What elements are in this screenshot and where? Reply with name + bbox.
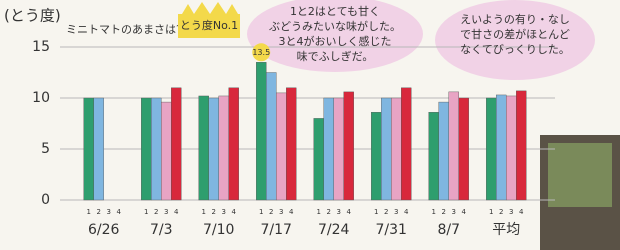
legend-label: 2	[499, 208, 503, 216]
bar	[141, 98, 151, 200]
bar	[324, 98, 334, 200]
legend-label: 4	[404, 208, 409, 216]
bar	[486, 98, 496, 200]
bar	[84, 98, 94, 200]
note-text: 1と2はとても甘く	[290, 5, 380, 18]
bar	[199, 96, 209, 200]
legend-label: 2	[154, 208, 158, 216]
legend-label: 3	[452, 208, 456, 216]
note-text: 味でふしぎだ。	[297, 49, 374, 63]
legend-label: 3	[337, 208, 341, 216]
bar	[229, 88, 239, 200]
photo-plant	[548, 143, 612, 207]
legend-label: 1	[374, 208, 378, 216]
x-tick-label: 7/24	[318, 222, 350, 238]
x-tick-label: 6/26	[88, 222, 120, 238]
legend-label: 2	[97, 208, 101, 216]
note-text: えいようの有り・なし	[460, 12, 570, 26]
legend-label: 1	[144, 208, 148, 216]
bar	[94, 98, 104, 200]
legend-label: 3	[394, 208, 398, 216]
legend-label: 4	[519, 208, 524, 216]
bar	[371, 112, 381, 200]
bar	[401, 88, 411, 200]
bar	[429, 112, 439, 200]
bar	[516, 91, 526, 200]
y-axis-label: (とう度)	[4, 7, 61, 25]
legend-label: 3	[164, 208, 168, 216]
x-tick-label: 8/7	[437, 222, 460, 238]
x-tick-label: 7/10	[203, 222, 234, 238]
note-text: 3と4がおいしく感じた	[279, 34, 392, 48]
legend-label: 3	[279, 208, 283, 216]
bar	[334, 98, 344, 200]
annotation: とう度No.1	[180, 18, 238, 32]
y-tick-label: 0	[41, 192, 50, 208]
bar	[219, 96, 229, 200]
legend-label: 2	[212, 208, 216, 216]
bar	[256, 62, 266, 200]
legend-label: 1	[432, 208, 436, 216]
legend-label: 1	[202, 208, 206, 216]
legend-label: 4	[289, 208, 294, 216]
bar	[266, 73, 276, 201]
legend-label: 1	[259, 208, 263, 216]
value-label: 13.5	[252, 48, 270, 57]
bar	[344, 92, 354, 200]
legend-label: 3	[222, 208, 226, 216]
bar	[151, 98, 161, 200]
bar	[459, 98, 469, 200]
bar	[391, 98, 401, 200]
legend-label: 2	[442, 208, 446, 216]
legend-label: 2	[327, 208, 331, 216]
x-tick-label: 7/31	[376, 222, 407, 238]
x-tick-label: 7/17	[261, 222, 292, 238]
chart: (とう度) ミニトマトのあまさは? とう度No.1 0510156/261234…	[0, 0, 620, 250]
legend-label: 1	[317, 208, 321, 216]
note-text: で甘さの差がほとんど	[460, 27, 570, 41]
bar	[209, 98, 219, 200]
note-text: ぶどうみたいな味がした。	[269, 19, 401, 33]
y-tick-label: 15	[32, 39, 50, 55]
bar	[276, 93, 286, 200]
bar	[506, 96, 516, 200]
legend-label: 4	[462, 208, 467, 216]
bar	[286, 88, 296, 200]
x-tick-label: 7/3	[150, 222, 173, 238]
legend-label: 4	[232, 208, 237, 216]
page: {"chart_data": {"type": "bar", "title": …	[0, 0, 620, 250]
chart-title: ミニトマトのあまさは?	[66, 23, 182, 36]
note-text: なくてびっくりした。	[460, 43, 570, 56]
legend-label: 4	[117, 208, 122, 216]
bar	[381, 98, 391, 200]
bar	[171, 88, 181, 200]
y-tick-label: 10	[32, 90, 50, 106]
legend-label: 2	[269, 208, 273, 216]
legend-label: 1	[489, 208, 493, 216]
bar	[161, 102, 171, 200]
legend-label: 4	[347, 208, 352, 216]
bar	[449, 92, 459, 200]
legend-label: 4	[174, 208, 179, 216]
bar	[496, 95, 506, 200]
bar	[314, 118, 324, 200]
legend-label: 1	[87, 208, 91, 216]
y-tick-label: 5	[41, 141, 50, 157]
bar	[439, 102, 449, 200]
legend-label: 3	[107, 208, 111, 216]
x-tick-label: 平均	[492, 222, 520, 238]
legend-label: 2	[384, 208, 388, 216]
legend-label: 3	[509, 208, 513, 216]
